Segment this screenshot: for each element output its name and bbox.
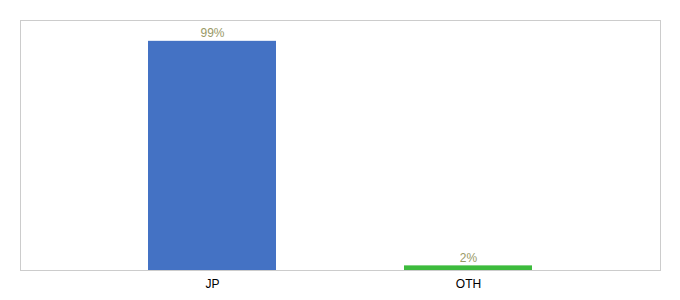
svg-text:2%: 2% bbox=[460, 251, 478, 265]
svg-text:JP: JP bbox=[205, 277, 219, 291]
svg-text:OTH: OTH bbox=[456, 277, 481, 291]
svg-text:99%: 99% bbox=[200, 26, 224, 40]
